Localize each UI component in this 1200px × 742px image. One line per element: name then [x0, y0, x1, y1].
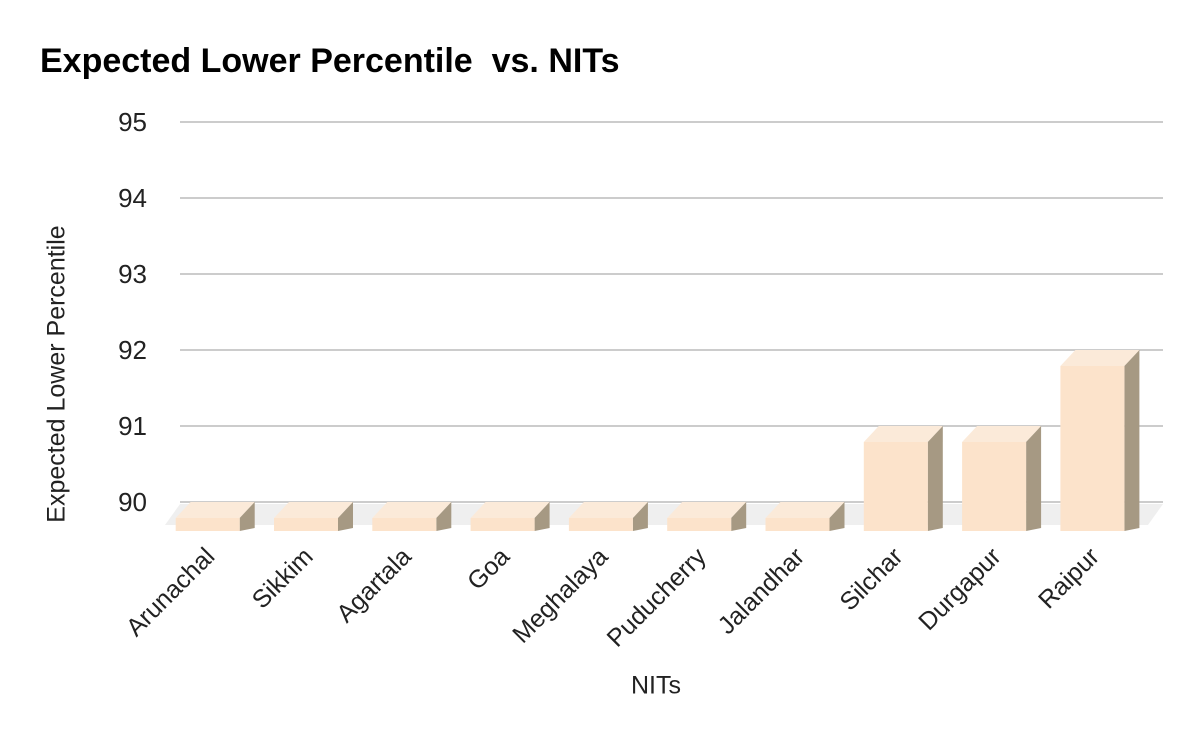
x-category-label: Arunachal	[121, 542, 220, 641]
bar-top-face	[765, 502, 845, 518]
bar-side-face	[829, 502, 845, 531]
bar-side-face	[436, 502, 452, 531]
y-tick-label: 95	[118, 107, 147, 137]
bar-front-face	[470, 518, 535, 531]
bar-side-face	[338, 502, 353, 531]
bar-side-face	[239, 502, 255, 531]
bar-top-face	[568, 502, 648, 518]
bar-side-face	[1026, 426, 1042, 531]
chart-title: Expected Lower Percentile vs. NITs	[40, 42, 620, 80]
bar-side-face	[632, 502, 648, 531]
x-category-label: Sikkim	[247, 542, 319, 614]
x-category-label: Raipur	[1033, 542, 1105, 614]
bar-front-face	[863, 442, 928, 531]
bar-front-face	[1060, 366, 1125, 531]
bar-front-face	[568, 518, 633, 531]
bar-top-face	[962, 426, 1042, 442]
x-category-label: Goa	[462, 542, 515, 595]
bar-side-face	[731, 502, 747, 531]
bar-front-face	[274, 518, 338, 531]
x-category-label: Jalandhar	[713, 542, 810, 639]
bar-top-face	[175, 502, 255, 518]
bar-side-face	[534, 502, 550, 531]
bar-front-face	[765, 518, 830, 531]
y-tick-label: 90	[118, 487, 147, 517]
bar-top-face	[470, 502, 550, 518]
x-category-label: Durgapur	[913, 542, 1007, 636]
bar-front-face	[962, 442, 1027, 531]
bar-top-face	[1060, 350, 1140, 366]
y-tick-label: 94	[118, 183, 147, 213]
x-category-label: Silchar	[835, 542, 909, 616]
bar-front-face	[372, 518, 437, 531]
bar-top-face	[274, 502, 353, 518]
x-category-label: Agartala	[331, 542, 417, 628]
x-axis-title: NITs	[631, 671, 681, 700]
bar-top-face	[372, 502, 452, 518]
bar-top-face	[667, 502, 747, 518]
y-tick-label: 92	[118, 335, 147, 365]
y-tick-label: 91	[118, 411, 147, 441]
x-category-label: Puducherry	[602, 542, 713, 653]
bar-front-face	[175, 518, 240, 531]
x-category-label: Meghalaya	[507, 542, 613, 648]
y-tick-label: 93	[118, 259, 147, 289]
bar-top-face	[863, 426, 943, 442]
bar-front-face	[667, 518, 732, 531]
bar-side-face	[927, 426, 943, 531]
bar-side-face	[1124, 350, 1140, 531]
